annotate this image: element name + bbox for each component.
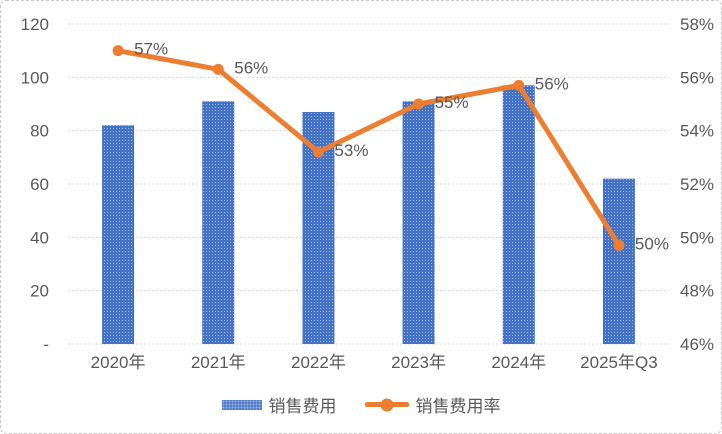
- x-axis-label-4: 2024年: [491, 353, 546, 372]
- data-label-3: 55%: [435, 93, 469, 112]
- right-axis-tick-6: 46%: [680, 335, 714, 354]
- legend-label-sales-expense: 销售费用: [268, 397, 337, 416]
- left-axis-tick-3: 60: [30, 175, 49, 194]
- x-axis-label-0: 2020年: [91, 353, 146, 372]
- right-axis-tick-1: 56%: [680, 68, 714, 87]
- legend-label-sales-expense-ratio: 销售费用率: [415, 397, 501, 416]
- legend: 销售费用 销售费用率: [1, 392, 721, 417]
- data-label-0: 57%: [134, 40, 168, 59]
- data-label-5: 50%: [635, 234, 669, 253]
- line-point-2: [312, 146, 324, 158]
- rate-line: [115, 48, 622, 248]
- bar-0: [102, 125, 135, 344]
- data-label-4: 56%: [535, 74, 569, 93]
- data-label-1: 56%: [234, 58, 268, 77]
- right-axis-tick-3: 52%: [680, 175, 714, 194]
- data-label-2: 53%: [334, 141, 368, 160]
- x-axis-label-2: 2022年: [291, 353, 346, 372]
- bar-1: [202, 101, 235, 344]
- line-point-5: [613, 239, 625, 251]
- line-point-1: [212, 63, 224, 75]
- line-point-3: [413, 98, 425, 110]
- right-axis-tick-0: 58%: [680, 15, 714, 34]
- left-axis-tick-1: 100: [21, 68, 49, 87]
- legend-item-sales-expense: 销售费用: [221, 392, 337, 417]
- left-axis-tick-0: 120: [21, 15, 49, 34]
- x-axis-label-3: 2023年: [391, 353, 446, 372]
- left-axis-tick-4: 40: [30, 228, 49, 247]
- legend-item-sales-expense-ratio: 销售费用率: [364, 392, 501, 417]
- line-marker-dot-icon: [380, 398, 393, 411]
- line-point-4: [513, 79, 525, 91]
- left-axis-tick-6: -: [43, 335, 49, 354]
- x-axis-label-1: 2021年: [191, 353, 246, 372]
- x-axis-label-5: 2025年Q3: [580, 353, 658, 372]
- right-axis-tick-5: 48%: [680, 282, 714, 301]
- bar-3: [402, 101, 435, 344]
- bar-series-swatch-icon: [221, 399, 262, 410]
- bar-5: [602, 178, 635, 344]
- line-series-swatch-icon: [364, 398, 409, 411]
- right-axis-tick-2: 54%: [680, 122, 714, 141]
- line-point-0: [112, 45, 124, 57]
- bar-4: [502, 85, 535, 344]
- left-axis-tick-5: 20: [30, 282, 49, 301]
- left-axis-tick-2: 80: [30, 122, 49, 141]
- right-axis-tick-4: 50%: [680, 228, 714, 247]
